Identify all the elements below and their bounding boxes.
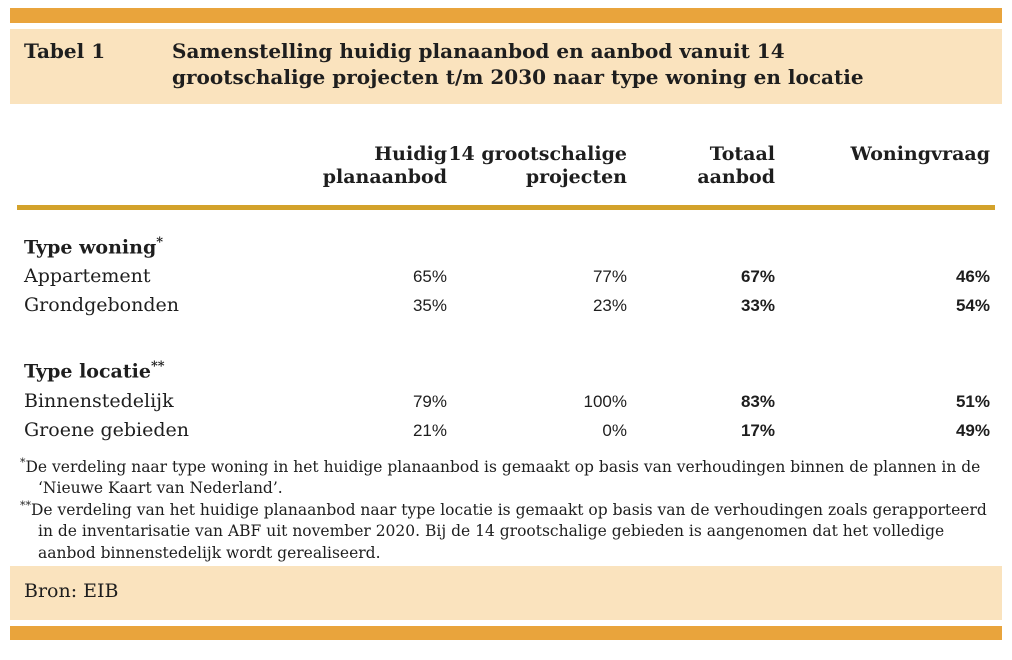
section-spacer — [10, 320, 1002, 352]
table-cell: 77% — [592, 267, 627, 287]
empty-cell — [274, 228, 447, 262]
table-cell: 79% — [412, 391, 447, 411]
source-band: Bron: EIB — [10, 566, 1002, 621]
footnote-text: De verdeling van het huidige planaanbod … — [31, 500, 987, 562]
table-top-rule — [17, 205, 995, 210]
source-text: Bron: EIB — [24, 580, 119, 603]
empty-cell — [775, 228, 990, 262]
column-header-huidig-planaanbod: Huidig planaanbod — [322, 143, 447, 188]
table-cell: 83% — [740, 391, 775, 411]
table-cell: 33% — [740, 296, 775, 316]
column-header-totaal-aanbod: Totaal aanbod — [697, 143, 775, 188]
section-heading-type-woning: Type woning* — [24, 228, 274, 262]
empty-cell — [447, 228, 627, 262]
table-row: Groene gebieden 21% 0% 17% 49% — [10, 416, 1002, 445]
column-header-row: Huidig planaanbod 14 grootschalige proje… — [10, 104, 1002, 205]
table-title: Samenstelling huidig planaanbod en aanbo… — [172, 39, 864, 89]
section-heading-text: Type woning — [24, 236, 157, 259]
table-cell: 35% — [412, 296, 447, 316]
table-cell: 17% — [740, 420, 775, 440]
empty-cell — [775, 352, 990, 386]
row-label: Grondgebonden — [24, 294, 179, 317]
bottom-accent-bar — [10, 626, 1002, 641]
section-heading-text: Type locatie — [24, 360, 151, 383]
row-label: Appartement — [24, 265, 151, 288]
empty-cell — [447, 352, 627, 386]
footnote-marker: ** — [20, 498, 31, 512]
table-cell: 49% — [955, 420, 990, 440]
table-cell: 65% — [412, 267, 447, 287]
table-cell: 100% — [583, 391, 627, 411]
table-cell: 46% — [955, 267, 990, 287]
column-header-empty — [24, 143, 274, 189]
table-cell: 67% — [740, 267, 775, 287]
empty-cell — [627, 352, 775, 386]
table-body: Type woning* Appartement 65% 77% 67% 46%… — [10, 210, 1002, 445]
row-label: Binnenstedelijk — [24, 389, 174, 412]
table-cell: 21% — [412, 420, 447, 440]
table-caption-band: Tabel 1 Samenstelling huidig planaanbod … — [10, 29, 1002, 104]
table-cell: 0% — [602, 420, 627, 440]
table-cell: 54% — [955, 296, 990, 316]
footnotes: *De verdeling naar type woning in het hu… — [10, 457, 1002, 565]
table-cell: 23% — [592, 296, 627, 316]
section-heading-row: Type locatie** — [10, 352, 1002, 386]
footnote-marker: * — [20, 455, 26, 469]
table-row: Grondgebonden 35% 23% 33% 54% — [10, 291, 1002, 320]
column-header-woningvraag: Woningvraag — [850, 143, 990, 165]
footnote-marker: ** — [150, 359, 165, 375]
table-row: Binnenstedelijk 79% 100% 83% 51% — [10, 387, 1002, 416]
footnote-2: **De verdeling van het huidige planaanbo… — [20, 500, 992, 565]
section-heading-row: Type woning* — [10, 228, 1002, 262]
section-heading-type-locatie: Type locatie** — [24, 352, 274, 386]
top-accent-bar — [10, 8, 1002, 23]
table-cell: 51% — [955, 391, 990, 411]
empty-cell — [274, 352, 447, 386]
footnote-marker: * — [156, 235, 164, 250]
footnote-text: De verdeling naar type woning in het hui… — [25, 457, 981, 498]
footnote-1: *De verdeling naar type woning in het hu… — [20, 457, 992, 500]
table-number-label: Tabel 1 — [24, 39, 106, 63]
row-label: Groene gebieden — [24, 418, 189, 441]
table-row: Appartement 65% 77% 67% 46% — [10, 262, 1002, 291]
column-header-14-grootschalige-projecten: 14 grootschalige projecten — [448, 143, 627, 188]
empty-cell — [627, 228, 775, 262]
